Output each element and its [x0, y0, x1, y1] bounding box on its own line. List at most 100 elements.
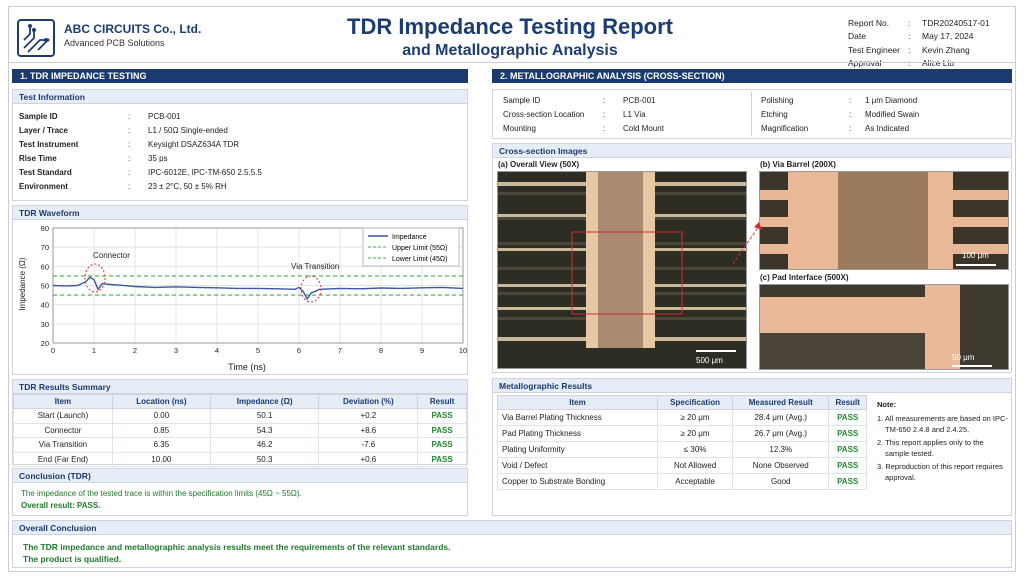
y-tick-label: 60 — [41, 262, 49, 271]
col-header: Impedance (Ω) — [209, 394, 320, 409]
cell: Void / Defect — [496, 457, 659, 474]
title-line-1: TDR Impedance Testing Report — [347, 14, 673, 39]
table-row: Via Barrel Plating Thickness ≥ 20 μm 28.4 … — [496, 409, 867, 426]
cell: Acceptable — [657, 473, 734, 490]
cell: 6.35 — [111, 437, 211, 453]
cross-section-panel: Cross-section Images (a) Overall View (5… — [492, 143, 1012, 373]
report-header: ABC CIRCUITS Co., Ltd. Advanced PCB Solu… — [10, 8, 1014, 68]
table-row: Via Transition 6.35 46.2 -7.6 PASS — [13, 437, 467, 453]
meta-value: Alice Liu — [922, 58, 955, 69]
test-info-panel: Test Information Sample ID: PCB-001 Layer… — [12, 89, 468, 201]
metal-results-panel: Metallographic Results Item Specificatio… — [492, 378, 1012, 516]
cell: ≤ 30% — [657, 441, 734, 458]
meta-key: Date — [848, 31, 866, 42]
cell: 46.2 — [209, 437, 320, 453]
x-tick-label: 5 — [256, 346, 260, 355]
overall-conclusion-title: Overall Conclusion — [13, 521, 1011, 535]
metal-info-key: Mounting — [503, 123, 536, 133]
company-tagline: Advanced PCB Solutions — [64, 38, 165, 48]
image-overall-view: 500 μm — [497, 171, 747, 369]
zoom-arrow-icon — [732, 222, 762, 265]
metal-info-value: L1 Via — [623, 109, 646, 119]
cell: 26.7 μm (Avg.) — [732, 425, 830, 442]
table-row: Copper to Substrate Bonding Acceptable Goo… — [496, 473, 867, 490]
meta-value: Kevin Zhang — [922, 44, 970, 55]
tdr-summary-title: TDR Results Summary — [13, 380, 467, 394]
cell: 0.85 — [111, 422, 211, 439]
x-tick-label: 0 — [51, 346, 55, 355]
cell: Pad Plating Thickness — [496, 425, 659, 442]
note-item: 3. Reproduction of this report requires … — [877, 462, 1003, 482]
x-tick-label: 7 — [338, 346, 342, 355]
meta-key: Test Engineer — [848, 44, 900, 55]
meta-value: May 17, 2024 — [922, 31, 974, 42]
info-row: Test Instrument: Keysight DSAZ634A TDR — [13, 137, 467, 151]
y-tick-label: 40 — [41, 301, 49, 310]
metal-info-key: Polishing — [761, 95, 794, 105]
info-row: Layer / Trace: L1 / 50Ω Single-ended — [13, 123, 467, 137]
table-row: Void / Defect Not Allowed None Observed PAS… — [496, 457, 867, 474]
result-cell: PASS — [828, 409, 867, 426]
metal-info-value: PCB-001 — [623, 95, 656, 105]
metal-info-key: Cross-section Location — [503, 109, 585, 119]
y-tick-label: 80 — [41, 224, 49, 233]
conclusion-tdr-panel: Conclusion (TDR) The impedance of the te… — [12, 468, 468, 516]
tdr-summary-panel: TDR Results Summary Item Location (ns) I… — [12, 379, 468, 468]
cell: Via Barrel Plating Thickness — [496, 409, 659, 426]
cell: ≥ 20 μm — [657, 409, 734, 426]
cell: -7.6 — [318, 437, 419, 453]
company-brand: ABC CIRCUITS Co., Ltd. Advanced PCB Solu… — [64, 22, 201, 48]
metal-info-value: As Indicated — [865, 123, 910, 133]
metal-results-table: Item Specification Measured Result Resul… — [496, 395, 867, 490]
via-highlight — [300, 275, 322, 303]
legend-impedance: Impedance — [392, 234, 427, 241]
scale-label-a: 500 μm — [696, 356, 723, 365]
cell: 0.00 — [111, 408, 211, 424]
conclusion-tdr-text: The impedance of the tested trace is wit… — [21, 489, 302, 498]
scale-bar-b — [956, 264, 996, 266]
x-axis-label: Time (ns) — [228, 362, 266, 372]
connector-annotation: Connector — [93, 251, 130, 260]
info-key: Sample ID — [19, 111, 58, 121]
header-divider — [8, 62, 1016, 63]
image-b-caption: (b) Via Barrel (200X) — [760, 160, 836, 169]
col-header: Item — [13, 394, 113, 409]
image-via-barrel: 100 μm — [759, 171, 1009, 270]
scale-label-c: 50 μm — [952, 353, 975, 362]
test-info-title: Test Information — [13, 90, 467, 104]
table-row: Connector 0.85 54.3 +8.6 PASS — [13, 422, 467, 439]
x-tick-label: 4 — [215, 346, 219, 355]
col-header: Result — [828, 395, 867, 410]
waveform-title: TDR Waveform — [13, 206, 467, 220]
info-value: PCB-001 — [148, 111, 181, 121]
cell: Good — [732, 473, 830, 490]
legend-upper: Upper Limit (55Ω) — [392, 245, 447, 252]
info-row: Test Standard: IPC-6012E, IPC-TM-650 2.5.… — [13, 165, 467, 179]
notes: Note: 1. All measurements are based on I… — [877, 399, 1009, 483]
cell: 10.00 — [111, 451, 211, 468]
x-tick-label: 2 — [133, 346, 137, 355]
cell: Copper to Substrate Bonding — [496, 473, 659, 490]
cell: None Observed — [732, 457, 830, 474]
y-tick-label: 50 — [41, 282, 49, 291]
metal-info-key: Etching — [761, 109, 788, 119]
info-key: Test Standard — [19, 167, 72, 177]
legend-lower: Lower Limit (45Ω) — [392, 256, 447, 263]
info-value: IPC-6012E, IPC-TM-650 2.5.5.5 — [148, 167, 262, 177]
col-header: Deviation (%) — [318, 394, 419, 409]
cell: +0.2 — [318, 408, 419, 424]
metal-info-value: 1 μm Diamond — [865, 95, 918, 105]
info-value: 23 ± 2°C, 50 ± 5% RH — [148, 181, 227, 191]
circuit-logo-icon — [17, 19, 55, 57]
cell: +8.6 — [318, 422, 419, 439]
cell: 12.3% — [732, 441, 830, 458]
result-cell: PASS — [828, 441, 867, 458]
info-key: Environment — [19, 181, 68, 191]
title-line-2: and Metallographic Analysis — [402, 42, 618, 59]
report-meta: Report No.: TDR20240517-01 Date: May 17, 2… — [848, 17, 990, 69]
cell: Plating Uniformity — [496, 441, 659, 458]
metal-info-key: Sample ID — [503, 95, 541, 105]
cell: 54.3 — [209, 422, 320, 439]
cell: ≥ 20 μm — [657, 425, 734, 442]
result-cell: PASS — [417, 408, 467, 424]
